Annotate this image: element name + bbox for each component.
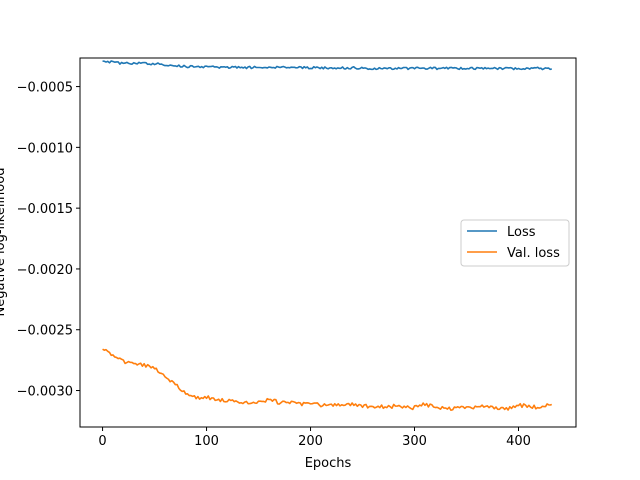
y-tick-label: −0.0005 [17, 81, 73, 96]
legend-label-val-loss: Val. loss [507, 246, 560, 261]
series-line-loss [102, 60, 552, 71]
plot-area [102, 60, 553, 412]
legend-label-loss: Loss [507, 225, 536, 240]
y-tick-label: −0.0020 [17, 263, 73, 278]
legend: Loss Val. loss [460, 219, 570, 267]
y-axis-title: Negative log-likelihood [0, 168, 8, 317]
axes: 0 100 200 300 400 −0.0005 −0.0010 −0.0015 −0.002… [17, 57, 577, 449]
x-tick-label: 400 [506, 434, 531, 449]
x-tick-label: 100 [194, 434, 219, 449]
x-axis-title: Epochs [305, 456, 352, 471]
y-tick-label: −0.0015 [17, 202, 73, 217]
y-tick-label: −0.0010 [17, 141, 73, 156]
axes-frame [79, 57, 577, 428]
y-tick-label: −0.0025 [17, 324, 73, 339]
y-tick-label: −0.0030 [17, 385, 73, 400]
x-tick-label: 0 [98, 434, 106, 449]
x-tick-label: 200 [298, 434, 323, 449]
x-tick-label: 300 [402, 434, 427, 449]
series-line-val-loss [102, 348, 553, 412]
